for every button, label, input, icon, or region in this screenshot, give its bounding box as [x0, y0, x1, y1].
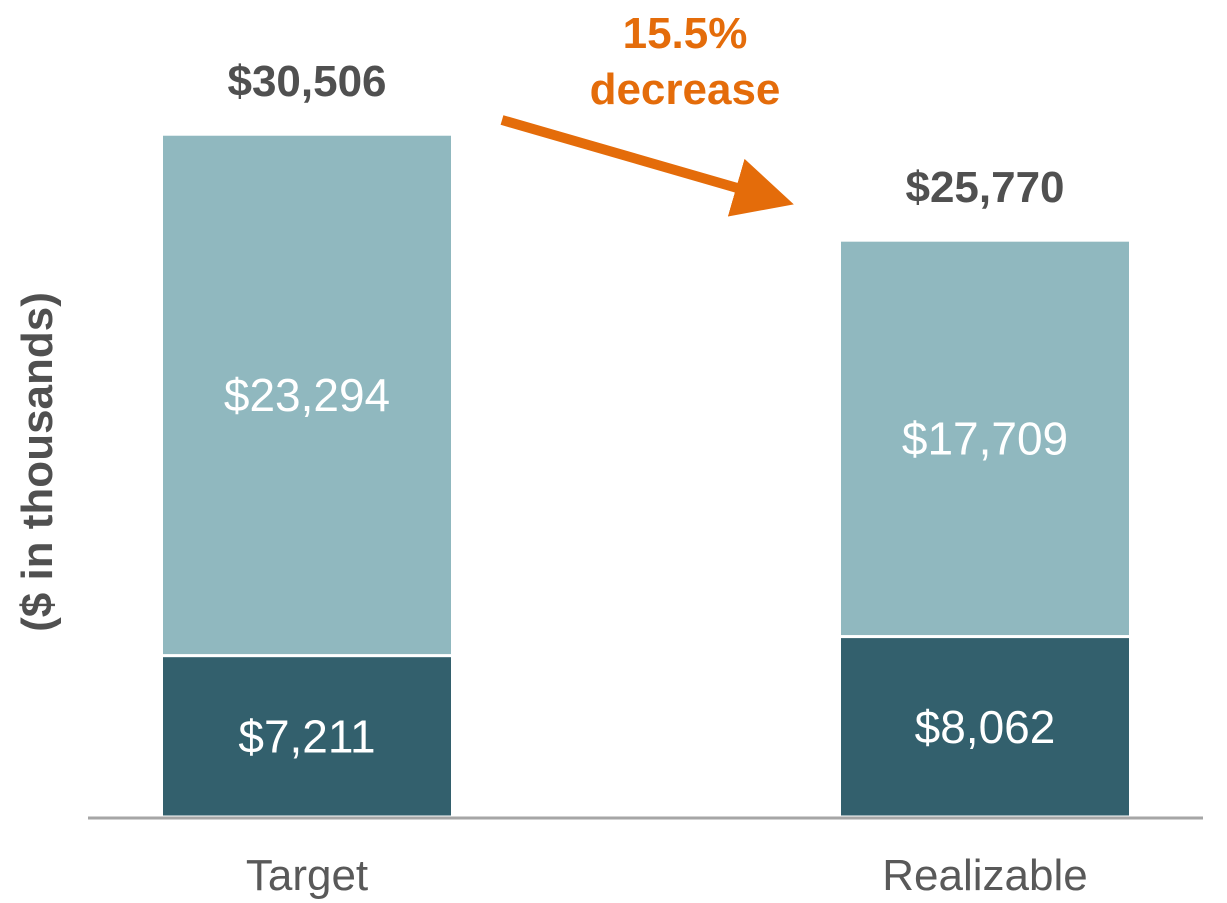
bar-target-segment-0 — [160, 654, 454, 819]
decrease-annotation: 15.5% decrease — [500, 9, 794, 217]
decrease-percent-label: 15.5% — [623, 9, 748, 58]
y-axis-label: ($ in thousands) — [13, 292, 62, 632]
segment-label-target-1: $23,294 — [224, 369, 390, 421]
category-label-target: Target — [246, 851, 368, 900]
bar-realizable-segment-1 — [838, 238, 1132, 639]
bar-target-segment-1 — [160, 132, 454, 658]
decrease-word-label: decrease — [590, 65, 781, 114]
decrease-arrow-icon — [500, 115, 794, 217]
segment-label-target-0: $7,211 — [238, 710, 375, 762]
labels-layer: $7,211 $23,294 $30,506 $8,062 $17,709 $25,770 — [224, 57, 1068, 762]
bars-layer — [160, 132, 1132, 819]
total-label-realizable: $25,770 — [905, 163, 1064, 212]
category-label-realizable: Realizable — [882, 851, 1087, 900]
segment-label-realizable-1: $17,709 — [902, 412, 1068, 464]
total-label-target: $30,506 — [227, 57, 386, 106]
segment-label-realizable-0: $8,062 — [915, 701, 1056, 753]
